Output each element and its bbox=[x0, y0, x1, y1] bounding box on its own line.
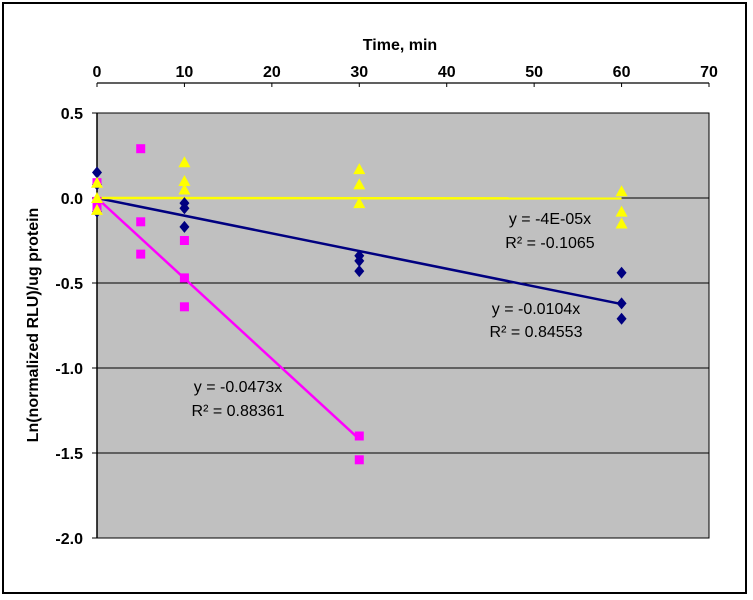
trendline-equation-2: y = -4E-05x bbox=[509, 211, 591, 228]
x-tick-label-0: 0 bbox=[93, 64, 102, 81]
point-series-2-7 bbox=[353, 178, 366, 190]
y-tick-label-3: -1.0 bbox=[55, 361, 83, 378]
point-series-2-1 bbox=[91, 192, 103, 203]
point-series-2-4 bbox=[178, 175, 191, 186]
y-tick-label-2: -0.5 bbox=[55, 276, 83, 293]
trendline-series-1 bbox=[96, 197, 361, 441]
point-series-1-6 bbox=[179, 236, 189, 245]
plot-area bbox=[96, 112, 710, 539]
point-series-2-5 bbox=[178, 183, 191, 195]
trendline-r2-0: R² = 0.84553 bbox=[490, 324, 583, 341]
point-series-2-3 bbox=[178, 156, 191, 168]
x-tick-label-3: 30 bbox=[350, 64, 368, 81]
x-tick-label-6: 60 bbox=[613, 64, 631, 81]
point-series-0-0 bbox=[92, 166, 102, 179]
trendline-equations: y = -0.0104x R² = 0.84553 y = -0.0473x R² =… bbox=[192, 211, 595, 420]
y-tick-label-4: -1.5 bbox=[55, 446, 83, 463]
x-tick-label-5: 50 bbox=[525, 64, 543, 81]
x-tick-label-4: 40 bbox=[438, 64, 456, 81]
x-tick-labels: 0 10 20 30 40 50 60 70 bbox=[93, 64, 718, 81]
point-series-0-5 bbox=[179, 202, 190, 215]
point-series-1-8 bbox=[179, 302, 189, 312]
y-axis-title: Ln(normalized RLU)/ug protein bbox=[25, 208, 42, 443]
y-tick-label-1: 0.0 bbox=[61, 191, 83, 208]
point-series-2-9 bbox=[615, 185, 628, 197]
point-series-0-10 bbox=[616, 266, 627, 279]
y-tick-label-5: -2.0 bbox=[55, 531, 83, 548]
point-series-1-3 bbox=[136, 144, 146, 154]
point-series-1-7 bbox=[179, 273, 189, 283]
x-axis-title: Time, min bbox=[363, 37, 437, 54]
point-series-2-2 bbox=[91, 203, 103, 215]
trendline-equation-1: y = -0.0473x bbox=[194, 379, 283, 396]
trendline-r2-1: R² = 0.88361 bbox=[192, 403, 285, 420]
point-series-0-8 bbox=[354, 254, 365, 267]
point-series-1-5 bbox=[136, 249, 146, 259]
trendline-r2-2: R² = -0.1065 bbox=[505, 235, 594, 252]
point-series-1-9 bbox=[354, 431, 364, 441]
point-series-2-11 bbox=[615, 217, 628, 229]
point-series-0-9 bbox=[354, 265, 365, 278]
point-series-1-10 bbox=[354, 455, 364, 465]
point-series-0-6 bbox=[179, 220, 190, 233]
y-tick-labels: 0.5 0.0 -0.5 -1.0 -1.5 -2.0 bbox=[55, 106, 83, 548]
point-series-2-8 bbox=[353, 197, 366, 209]
x-tick-label-7: 70 bbox=[700, 64, 718, 81]
x-tick-label-2: 20 bbox=[263, 64, 281, 81]
y-tick-label-0: 0.5 bbox=[61, 106, 83, 123]
trendline-equation-0: y = -0.0104x bbox=[492, 301, 581, 318]
point-series-1-4 bbox=[136, 217, 146, 227]
data-points bbox=[91, 144, 628, 465]
point-series-0-11 bbox=[616, 297, 627, 310]
point-series-0-12 bbox=[616, 312, 627, 325]
x-tick-label-1: 10 bbox=[176, 64, 194, 81]
point-series-2-10 bbox=[615, 205, 628, 217]
point-series-2-0 bbox=[91, 176, 103, 188]
point-series-2-6 bbox=[353, 163, 366, 175]
